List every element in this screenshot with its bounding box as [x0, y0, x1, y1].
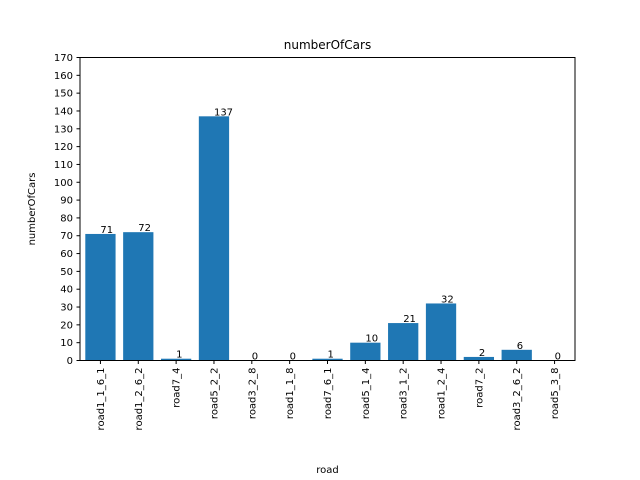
- x-tick-label: road3_2_8: [247, 368, 258, 420]
- bar-value-label: 71: [100, 225, 113, 236]
- bar: [123, 232, 154, 361]
- bars-group: [85, 116, 532, 361]
- x-tick-label: road7_2: [474, 368, 485, 408]
- y-tick-label: 80: [60, 213, 73, 224]
- chart-title: numberOfCars: [284, 38, 371, 52]
- y-tick-label: 170: [54, 53, 73, 64]
- y-tick-label: 10: [60, 338, 73, 349]
- x-tick-label: road1_1_6_1: [96, 368, 107, 431]
- bar-value-label: 0: [252, 352, 258, 363]
- bar: [388, 323, 419, 361]
- x-tick-label: road7_4: [172, 368, 183, 408]
- y-tick-label: 120: [54, 142, 73, 153]
- y-tick-label: 160: [54, 71, 73, 82]
- bar: [198, 116, 230, 361]
- y-axis-label: numberOfCars: [27, 173, 38, 246]
- y-tick-label: 100: [54, 178, 73, 189]
- x-axis-label: road: [316, 465, 339, 476]
- bar-value-label: 21: [403, 314, 416, 325]
- bar: [425, 303, 457, 361]
- bar-value-label: 137: [214, 107, 233, 118]
- bar: [160, 358, 192, 361]
- bar: [350, 342, 381, 361]
- x-tick-label: road1_2_6_2: [134, 368, 145, 431]
- y-tick-label: 60: [60, 249, 73, 260]
- bar-value-label: 2: [479, 348, 485, 359]
- y-tick-label: 90: [60, 196, 73, 207]
- x-tick-label: road1_2_4: [437, 368, 448, 420]
- y-tick-label: 30: [60, 303, 73, 314]
- y-tick-label: 40: [60, 285, 73, 296]
- x-tick-label: road3_1_2: [399, 368, 410, 420]
- bar: [312, 358, 343, 361]
- bar: [463, 356, 495, 361]
- y-tick-label: 110: [54, 160, 73, 171]
- x-tick-label: road1_1_8: [285, 368, 296, 420]
- bar-value-label: 32: [441, 294, 454, 305]
- x-tick-label: road5_3_8: [550, 368, 561, 420]
- bar: [501, 349, 532, 361]
- y-tick-label: 0: [67, 356, 73, 367]
- x-axis: road1_1_6_1 road1_2_6_2 road7_4 road5_2_2 ro…: [96, 360, 561, 431]
- x-tick-label: road7_6_1: [323, 368, 334, 420]
- y-tick-label: 150: [54, 89, 73, 100]
- bar-value-label: 0: [555, 352, 561, 363]
- bar-value-label: 10: [365, 334, 378, 345]
- y-tick-label: 140: [54, 106, 73, 117]
- plot-frame: [79, 57, 576, 361]
- data-labels-group: 71 72 1 137 0 0 1 10 21 32 2 6 0: [100, 107, 561, 362]
- bar-value-label: 72: [138, 223, 151, 234]
- bar-value-label: 6: [517, 341, 523, 352]
- y-tick-label: 130: [54, 124, 73, 135]
- bar: [85, 233, 116, 361]
- y-axis: 0 10 20 30 40 50 60 70 80 90 100 110 120 130 140 150 160…: [54, 53, 80, 367]
- bar-value-label: 1: [176, 350, 182, 361]
- x-tick-label: road5_2_2: [209, 368, 220, 420]
- y-tick-label: 70: [60, 231, 73, 242]
- y-tick-label: 20: [60, 320, 73, 331]
- bar-value-label: 0: [290, 352, 296, 363]
- y-tick-label: 50: [60, 267, 73, 278]
- x-tick-label: road5_1_4: [361, 368, 372, 420]
- bar-value-label: 1: [328, 350, 334, 361]
- x-tick-label: road3_2_6_2: [512, 368, 523, 431]
